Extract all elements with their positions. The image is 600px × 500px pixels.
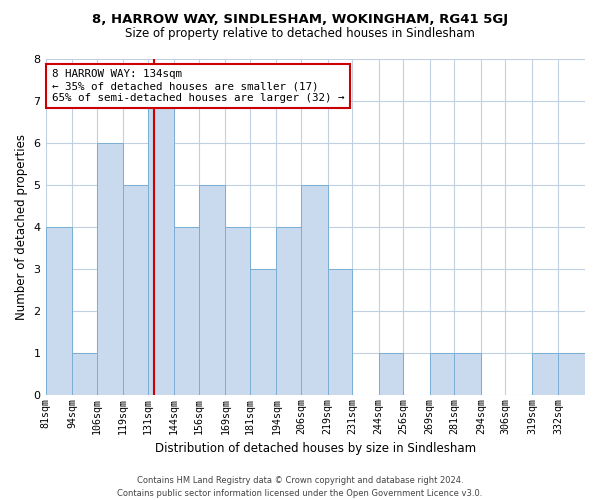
Bar <box>174 227 199 395</box>
Bar <box>46 227 72 395</box>
Bar <box>250 269 277 395</box>
Bar <box>97 143 123 395</box>
Text: Size of property relative to detached houses in Sindlesham: Size of property relative to detached ho… <box>125 28 475 40</box>
Text: 8, HARROW WAY, SINDLESHAM, WOKINGHAM, RG41 5GJ: 8, HARROW WAY, SINDLESHAM, WOKINGHAM, RG… <box>92 12 508 26</box>
Bar <box>277 227 301 395</box>
Text: 8 HARROW WAY: 134sqm
← 35% of detached houses are smaller (17)
65% of semi-detac: 8 HARROW WAY: 134sqm ← 35% of detached h… <box>52 70 344 102</box>
Bar <box>226 227 250 395</box>
Bar <box>559 353 585 395</box>
Bar <box>454 353 481 395</box>
Bar <box>123 185 148 395</box>
X-axis label: Distribution of detached houses by size in Sindlesham: Distribution of detached houses by size … <box>155 442 476 455</box>
Bar <box>532 353 559 395</box>
Bar <box>148 101 174 395</box>
Bar <box>379 353 403 395</box>
Bar <box>199 185 226 395</box>
Bar <box>301 185 328 395</box>
Text: Contains HM Land Registry data © Crown copyright and database right 2024.
Contai: Contains HM Land Registry data © Crown c… <box>118 476 482 498</box>
Bar <box>430 353 454 395</box>
Bar <box>328 269 352 395</box>
Y-axis label: Number of detached properties: Number of detached properties <box>15 134 28 320</box>
Bar <box>72 353 97 395</box>
